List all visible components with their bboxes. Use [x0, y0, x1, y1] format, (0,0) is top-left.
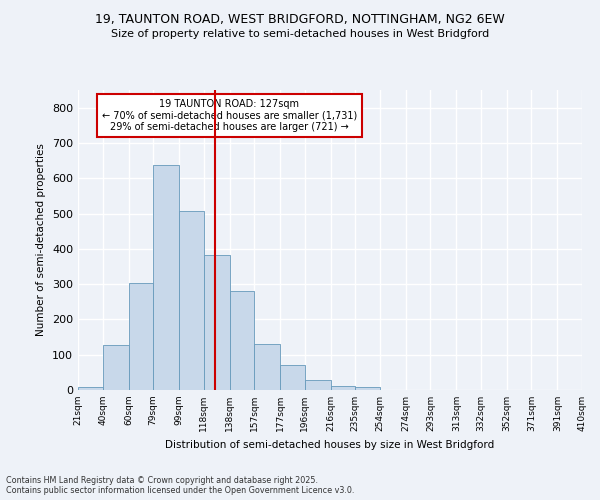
Bar	[305, 380, 331, 390]
Bar	[230, 291, 254, 390]
Bar	[128, 284, 153, 390]
Y-axis label: Number of semi-detached properties: Number of semi-detached properties	[37, 144, 46, 336]
Text: 19, TAUNTON ROAD, WEST BRIDGFORD, NOTTINGHAM, NG2 6EW: 19, TAUNTON ROAD, WEST BRIDGFORD, NOTTIN…	[95, 12, 505, 26]
Bar	[203, 255, 230, 390]
Text: Size of property relative to semi-detached houses in West Bridgford: Size of property relative to semi-detach…	[111, 29, 489, 39]
Text: 19 TAUNTON ROAD: 127sqm
← 70% of semi-detached houses are smaller (1,731)
29% of: 19 TAUNTON ROAD: 127sqm ← 70% of semi-de…	[101, 99, 357, 132]
Bar	[153, 165, 179, 390]
Text: Contains HM Land Registry data © Crown copyright and database right 2025.
Contai: Contains HM Land Registry data © Crown c…	[6, 476, 355, 495]
Bar	[179, 211, 203, 390]
Bar	[331, 386, 355, 390]
X-axis label: Distribution of semi-detached houses by size in West Bridgford: Distribution of semi-detached houses by …	[166, 440, 494, 450]
Bar	[355, 387, 380, 390]
Bar	[254, 344, 280, 390]
Bar	[78, 387, 103, 390]
Bar	[280, 366, 305, 390]
Bar	[103, 345, 128, 390]
